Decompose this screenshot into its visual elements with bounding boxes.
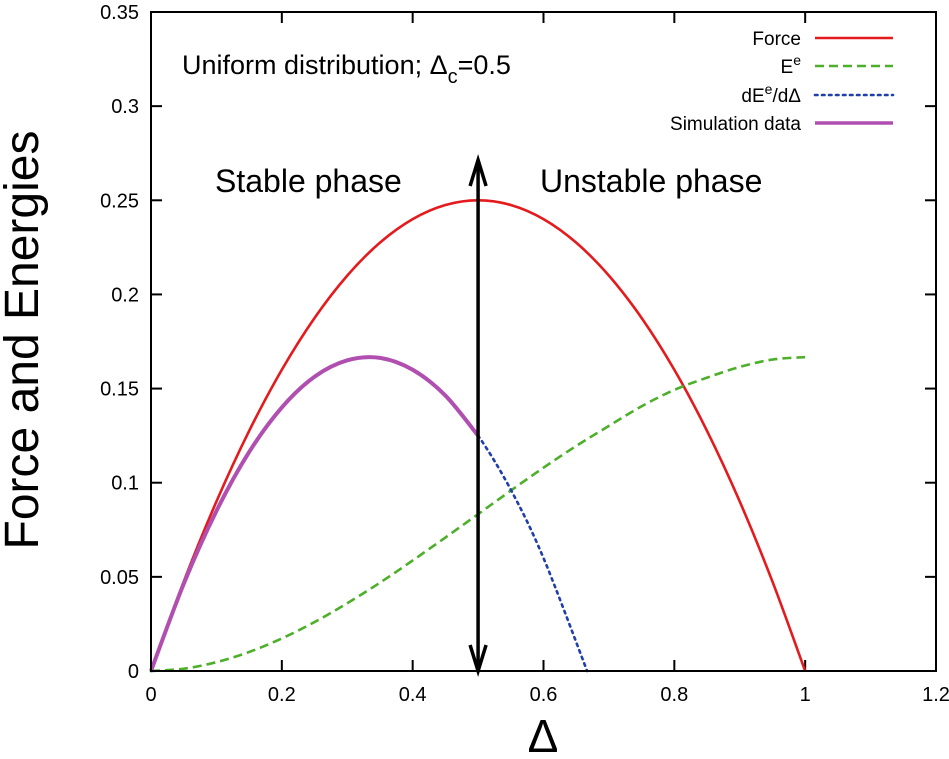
y-tick-label: 0 (128, 661, 139, 683)
x-tick-label: 0.6 (530, 684, 558, 706)
legend-label-3: Simulation data (670, 114, 801, 135)
x-axis-title: Δ (528, 710, 559, 759)
arrow-head-bottom (468, 644, 488, 677)
y-tick-label: 0.3 (111, 96, 139, 118)
y-axis-title: Force and Energies (0, 131, 49, 550)
distribution-annotation: Uniform distribution; Δc=0.5 (182, 50, 511, 88)
x-tick-label: 1 (800, 684, 811, 706)
x-tick-label: 0.8 (660, 684, 688, 706)
legend-label-1: Ee (781, 52, 802, 78)
y-axis-ticks: 0 0.05 0.1 0.15 0.2 0.25 0.3 0.35 (100, 2, 936, 683)
y-tick-label: 0.15 (100, 379, 139, 401)
series-line-de-d-2 (149, 355, 589, 673)
unstable-phase-label: Unstable phase (540, 163, 762, 199)
x-tick-label: 0.2 (268, 684, 296, 706)
x-tick-label: 1.2 (922, 684, 949, 706)
x-axis-ticks: 0 0.2 0.4 0.6 0.8 1 1.2 (145, 12, 949, 706)
y-tick-label: 0.2 (111, 284, 139, 306)
x-tick-label: 0 (145, 684, 156, 706)
arrow-head-top (468, 154, 488, 187)
legend-label-0: Force (752, 29, 801, 50)
plot-frame (150, 11, 937, 672)
x-tick-label: 0.4 (399, 684, 427, 706)
stable-phase-label: Stable phase (215, 163, 402, 199)
y-tick-label: 0.35 (100, 2, 139, 24)
y-tick-label: 0.1 (111, 473, 139, 495)
y-tick-label: 0.05 (100, 567, 139, 589)
y-tick-label: 0.25 (100, 190, 139, 212)
series-line-simulation-data-3 (149, 355, 480, 672)
legend-label-2: dEe/dΔ (741, 81, 801, 107)
